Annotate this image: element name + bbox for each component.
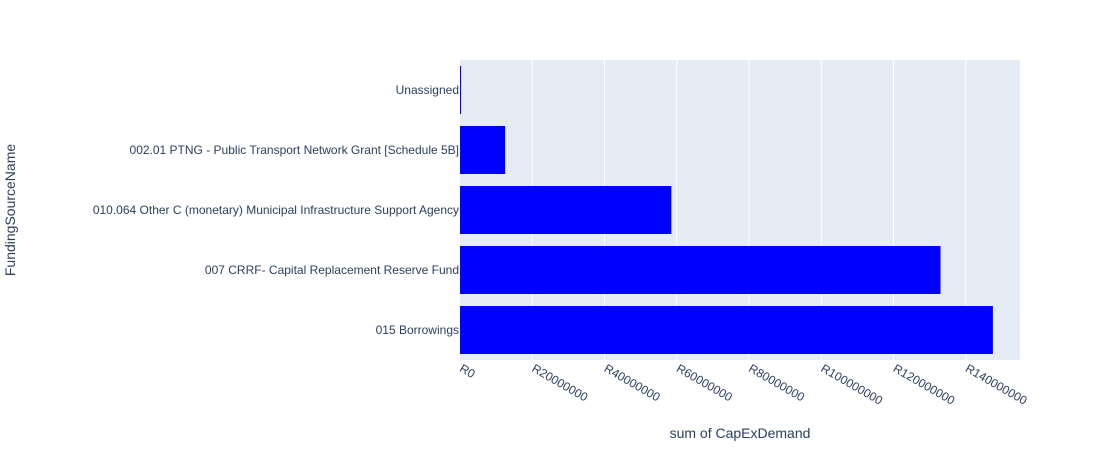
x-tick-label: R40000000 <box>602 361 663 404</box>
bar-2[interactable] <box>460 186 672 234</box>
bar-4[interactable] <box>460 66 462 114</box>
x-tick-label: R140000000 <box>963 361 1030 408</box>
bars <box>460 66 993 354</box>
bar-0[interactable] <box>460 306 993 354</box>
x-tick-label: R60000000 <box>674 361 735 404</box>
x-axis-title: sum of CapExDemand <box>670 425 811 441</box>
y-tick-label: 015 Borrowings <box>376 323 459 337</box>
bar-3[interactable] <box>460 126 506 174</box>
x-tick-label: R0 <box>457 361 478 381</box>
x-tick-label: R80000000 <box>746 361 807 404</box>
y-tick-label: 010.064 Other C (monetary) Municipal Inf… <box>93 203 459 217</box>
y-tick-label: 002.01 PTNG - Public Transport Network G… <box>130 143 459 157</box>
bar-1[interactable] <box>460 246 941 294</box>
x-tick-label: R100000000 <box>819 361 886 408</box>
y-tick-labels: 015 Borrowings 007 CRRF- Capital Replacem… <box>93 83 459 337</box>
y-tick-label: 007 CRRF- Capital Replacement Reserve Fu… <box>205 263 459 277</box>
x-tick-label: R120000000 <box>891 361 958 408</box>
x-tick-labels: R0 R20000000 R40000000 R60000000 R80000000 R1… <box>457 361 1030 408</box>
x-tick-label: R20000000 <box>529 361 590 404</box>
y-axis-title: FundingSourceName <box>2 144 18 277</box>
y-tick-label: Unassigned <box>396 83 459 97</box>
